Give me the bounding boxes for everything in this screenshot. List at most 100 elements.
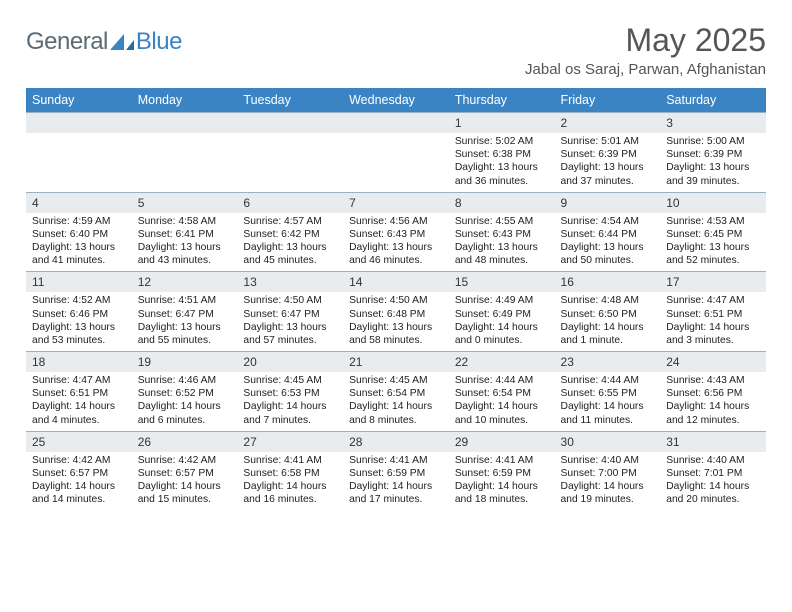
daylight-line1: Daylight: 14 hours xyxy=(243,480,337,493)
daylight-line2: and 45 minutes. xyxy=(243,254,337,267)
day-number: 2 xyxy=(555,113,661,134)
day-cell: Sunrise: 4:46 AMSunset: 6:52 PMDaylight:… xyxy=(132,372,238,431)
daylight-line1: Daylight: 14 hours xyxy=(138,480,232,493)
detail-row: Sunrise: 4:52 AMSunset: 6:46 PMDaylight:… xyxy=(26,292,766,351)
day-number xyxy=(237,113,343,134)
daylight-line1: Daylight: 14 hours xyxy=(561,480,655,493)
day-number: 26 xyxy=(132,431,238,452)
detail-row: Sunrise: 4:42 AMSunset: 6:57 PMDaylight:… xyxy=(26,452,766,511)
day-cell: Sunrise: 4:57 AMSunset: 6:42 PMDaylight:… xyxy=(237,213,343,272)
daylight-line1: Daylight: 14 hours xyxy=(455,480,549,493)
day-number: 14 xyxy=(343,272,449,293)
sunrise-text: Sunrise: 4:47 AM xyxy=(666,294,760,307)
daylight-line1: Daylight: 13 hours xyxy=(561,161,655,174)
sunset-text: Sunset: 6:43 PM xyxy=(349,228,443,241)
daylight-line2: and 48 minutes. xyxy=(455,254,549,267)
sunrise-text: Sunrise: 4:50 AM xyxy=(243,294,337,307)
daylight-line2: and 19 minutes. xyxy=(561,493,655,506)
day-cell: Sunrise: 4:56 AMSunset: 6:43 PMDaylight:… xyxy=(343,213,449,272)
sunrise-text: Sunrise: 4:53 AM xyxy=(666,215,760,228)
day-cell xyxy=(343,133,449,192)
day-cell: Sunrise: 4:40 AMSunset: 7:01 PMDaylight:… xyxy=(660,452,766,511)
daylight-line1: Daylight: 14 hours xyxy=(138,400,232,413)
day-number: 22 xyxy=(449,352,555,373)
daylight-line1: Daylight: 13 hours xyxy=(455,241,549,254)
daylight-line2: and 8 minutes. xyxy=(349,414,443,427)
day-number: 13 xyxy=(237,272,343,293)
day-number: 16 xyxy=(555,272,661,293)
day-number: 30 xyxy=(555,431,661,452)
sunset-text: Sunset: 6:56 PM xyxy=(666,387,760,400)
sunset-text: Sunset: 6:55 PM xyxy=(561,387,655,400)
daylight-line2: and 46 minutes. xyxy=(349,254,443,267)
daylight-line2: and 18 minutes. xyxy=(455,493,549,506)
day-number: 17 xyxy=(660,272,766,293)
day-cell xyxy=(237,133,343,192)
daylight-line2: and 58 minutes. xyxy=(349,334,443,347)
day-cell: Sunrise: 5:00 AMSunset: 6:39 PMDaylight:… xyxy=(660,133,766,192)
sunset-text: Sunset: 6:39 PM xyxy=(561,148,655,161)
sunrise-text: Sunrise: 4:43 AM xyxy=(666,374,760,387)
sunrise-text: Sunrise: 4:46 AM xyxy=(138,374,232,387)
daylight-line2: and 52 minutes. xyxy=(666,254,760,267)
daylight-line2: and 12 minutes. xyxy=(666,414,760,427)
daylight-line2: and 14 minutes. xyxy=(32,493,126,506)
sail-icon xyxy=(110,34,134,50)
day-number: 1 xyxy=(449,113,555,134)
sunrise-text: Sunrise: 4:40 AM xyxy=(561,454,655,467)
day-number xyxy=(26,113,132,134)
day-cell: Sunrise: 4:45 AMSunset: 6:53 PMDaylight:… xyxy=(237,372,343,431)
daylight-line1: Daylight: 14 hours xyxy=(666,400,760,413)
day-cell: Sunrise: 4:51 AMSunset: 6:47 PMDaylight:… xyxy=(132,292,238,351)
day-cell: Sunrise: 4:40 AMSunset: 7:00 PMDaylight:… xyxy=(555,452,661,511)
sunrise-text: Sunrise: 4:49 AM xyxy=(455,294,549,307)
sunrise-text: Sunrise: 5:02 AM xyxy=(455,135,549,148)
sunrise-text: Sunrise: 4:42 AM xyxy=(32,454,126,467)
month-title: May 2025 xyxy=(525,22,766,59)
daylight-line2: and 39 minutes. xyxy=(666,175,760,188)
day-number: 11 xyxy=(26,272,132,293)
daylight-line2: and 3 minutes. xyxy=(666,334,760,347)
day-number: 19 xyxy=(132,352,238,373)
dow-wed: Wednesday xyxy=(343,88,449,113)
day-number: 27 xyxy=(237,431,343,452)
daylight-line1: Daylight: 14 hours xyxy=(666,321,760,334)
day-cell: Sunrise: 5:02 AMSunset: 6:38 PMDaylight:… xyxy=(449,133,555,192)
day-number: 10 xyxy=(660,192,766,213)
daylight-line2: and 55 minutes. xyxy=(138,334,232,347)
dow-thu: Thursday xyxy=(449,88,555,113)
sunrise-text: Sunrise: 4:47 AM xyxy=(32,374,126,387)
daylight-line2: and 17 minutes. xyxy=(349,493,443,506)
daylight-line1: Daylight: 13 hours xyxy=(561,241,655,254)
sunrise-text: Sunrise: 4:50 AM xyxy=(349,294,443,307)
daylight-line1: Daylight: 13 hours xyxy=(243,321,337,334)
day-cell: Sunrise: 4:48 AMSunset: 6:50 PMDaylight:… xyxy=(555,292,661,351)
location-label: Jabal os Saraj, Parwan, Afghanistan xyxy=(525,61,766,78)
sunrise-text: Sunrise: 4:48 AM xyxy=(561,294,655,307)
sunset-text: Sunset: 6:47 PM xyxy=(243,308,337,321)
sunset-text: Sunset: 6:51 PM xyxy=(666,308,760,321)
calendar-table: Sunday Monday Tuesday Wednesday Thursday… xyxy=(26,88,766,510)
daylight-line1: Daylight: 14 hours xyxy=(561,400,655,413)
day-cell: Sunrise: 4:42 AMSunset: 6:57 PMDaylight:… xyxy=(132,452,238,511)
sunrise-text: Sunrise: 4:44 AM xyxy=(455,374,549,387)
detail-row: Sunrise: 5:02 AMSunset: 6:38 PMDaylight:… xyxy=(26,133,766,192)
sunset-text: Sunset: 6:50 PM xyxy=(561,308,655,321)
sunrise-text: Sunrise: 4:45 AM xyxy=(349,374,443,387)
sunset-text: Sunset: 6:40 PM xyxy=(32,228,126,241)
sunrise-text: Sunrise: 4:54 AM xyxy=(561,215,655,228)
sunset-text: Sunset: 6:44 PM xyxy=(561,228,655,241)
sunrise-text: Sunrise: 4:55 AM xyxy=(455,215,549,228)
day-number: 24 xyxy=(660,352,766,373)
day-cell: Sunrise: 4:50 AMSunset: 6:47 PMDaylight:… xyxy=(237,292,343,351)
daylight-line2: and 16 minutes. xyxy=(243,493,337,506)
daylight-line2: and 57 minutes. xyxy=(243,334,337,347)
daylight-line2: and 37 minutes. xyxy=(561,175,655,188)
day-cell xyxy=(132,133,238,192)
day-number: 20 xyxy=(237,352,343,373)
day-number xyxy=(343,113,449,134)
day-cell: Sunrise: 4:52 AMSunset: 6:46 PMDaylight:… xyxy=(26,292,132,351)
daylight-line2: and 15 minutes. xyxy=(138,493,232,506)
dow-sun: Sunday xyxy=(26,88,132,113)
dow-fri: Friday xyxy=(555,88,661,113)
